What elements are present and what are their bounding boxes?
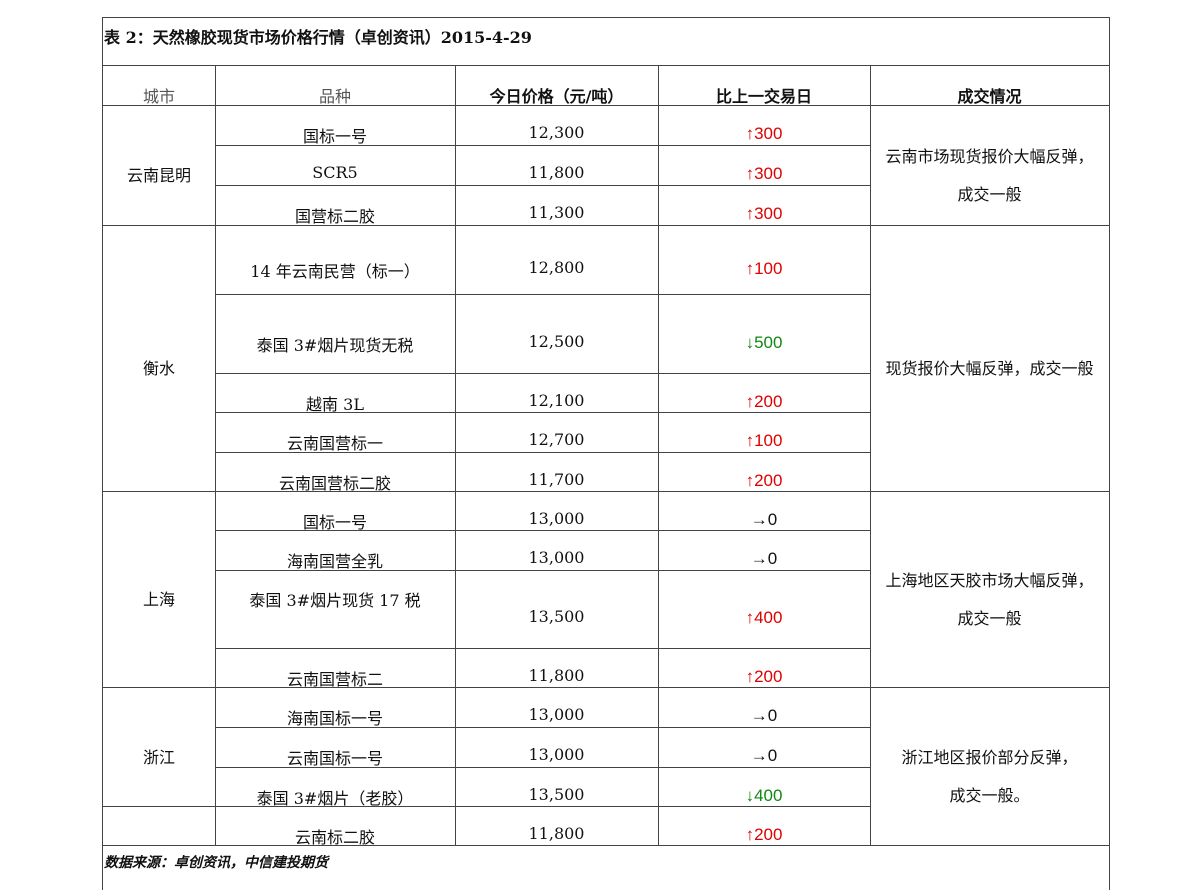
- city-cell: 衡水: [142, 359, 175, 378]
- table-rule: [215, 648, 870, 649]
- price-cell: 13,000: [528, 705, 585, 724]
- variety-cell: 云南国营标一: [286, 434, 383, 453]
- variety-cell: 越南 3L: [306, 394, 364, 414]
- table-rule: [870, 65, 871, 845]
- change-cell: ↑400: [745, 608, 783, 627]
- remark-cell: 成交一般: [957, 609, 1022, 628]
- remark-cell: 成交一般: [957, 185, 1022, 204]
- change-cell: ↑200: [745, 391, 783, 411]
- table-rule: [102, 687, 215, 688]
- table-rule: [215, 65, 216, 845]
- city-cell: 云南昆明: [126, 166, 191, 185]
- header-price: 今日价格（元/吨）: [489, 87, 624, 106]
- change-cell: ↑300: [745, 164, 783, 183]
- table-rule: [215, 530, 870, 531]
- remark-cell: 浙江地区报价部分反弹，: [901, 748, 1078, 767]
- price-cell: 11,700: [528, 469, 585, 489]
- table-rule: [658, 65, 659, 845]
- price-cell: 13,000: [528, 745, 585, 764]
- variety-cell: 泰国 3#烟片现货 17 税: [249, 591, 421, 610]
- table-rule: [215, 687, 870, 688]
- variety-cell: 云南标二胶: [294, 827, 375, 847]
- change-cell: →0: [750, 706, 778, 725]
- remark-cell: 云南市场现货报价大幅反弹，: [885, 147, 1094, 166]
- change-cell: →0: [750, 509, 778, 529]
- change-cell: →0: [750, 746, 778, 765]
- price-cell: 12,700: [528, 430, 585, 449]
- price-cell: 11,800: [528, 665, 585, 685]
- change-cell: ↑300: [745, 124, 783, 143]
- variety-cell: 14 年云南民营（标一）: [250, 261, 420, 281]
- price-cell: 13,000: [528, 548, 585, 567]
- table-rule: [215, 225, 870, 226]
- price-cell: 11,800: [528, 823, 585, 843]
- variety-cell: 云南国营标二: [286, 669, 383, 689]
- variety-cell: 海南国标一号: [286, 709, 383, 728]
- table-rule: [102, 17, 103, 890]
- remark-cell: 现货报价大幅反弹，成交一般: [885, 359, 1094, 378]
- table-rule: [870, 845, 1110, 846]
- change-cell: ↑300: [745, 204, 783, 223]
- table-rule: [215, 727, 870, 728]
- header-variety: 品种: [318, 87, 351, 106]
- table-rule: [870, 491, 1110, 492]
- table-rule: [215, 412, 870, 413]
- header-city: 城市: [142, 87, 175, 106]
- variety-cell: 海南国营全乳: [286, 552, 383, 571]
- variety-cell: 国营标二胶: [294, 207, 375, 226]
- table-rule: [215, 373, 870, 374]
- variety-cell: 泰国 3#烟片（老胶）: [256, 788, 414, 808]
- table-rule: [102, 105, 1110, 106]
- remark-cell: 成交一般。: [949, 786, 1030, 805]
- header-change: 比上一交易日: [715, 87, 812, 106]
- table-rule: [215, 452, 870, 453]
- variety-cell: 国标一号: [302, 512, 367, 532]
- table-rule: [102, 845, 1110, 846]
- table-rule: [215, 491, 870, 492]
- price-cell: 13,000: [528, 508, 585, 528]
- table-rule: [455, 65, 456, 845]
- price-cell: 12,500: [528, 331, 585, 351]
- variety-cell: 云南国标一号: [286, 749, 383, 768]
- table-rule: [102, 65, 1110, 66]
- change-cell: ↓400: [745, 785, 783, 805]
- variety-cell: 国标一号: [302, 127, 367, 146]
- change-cell: ↑100: [745, 431, 783, 450]
- table-rule: [215, 185, 870, 186]
- change-cell: →0: [750, 549, 778, 568]
- price-cell: 12,800: [528, 257, 585, 277]
- price-cell: 12,300: [528, 123, 585, 142]
- table-rule: [215, 570, 870, 571]
- header-remark: 成交情况: [957, 87, 1022, 106]
- price-cell: 11,800: [528, 163, 585, 182]
- table-rule: [102, 17, 1110, 18]
- price-cell: 11,300: [528, 203, 585, 222]
- price-cell: 12,100: [528, 390, 585, 410]
- change-cell: ↑200: [745, 824, 783, 844]
- variety-cell: SCR5: [312, 163, 358, 182]
- table-rule: [102, 491, 215, 492]
- city-cell: 上海: [142, 590, 175, 609]
- table-rule: [215, 145, 870, 146]
- table-rule: [215, 806, 870, 807]
- table-rule: [102, 806, 215, 807]
- change-cell: ↓500: [745, 332, 783, 352]
- variety-cell: 泰国 3#烟片现货无税: [256, 335, 414, 355]
- table-rule: [870, 225, 1110, 226]
- city-cell: 浙江: [142, 747, 175, 767]
- remark-cell: 上海地区天胶市场大幅反弹，: [885, 571, 1094, 590]
- table-rule: [870, 687, 1110, 688]
- change-cell: ↑200: [745, 666, 783, 686]
- change-cell: ↑100: [745, 258, 783, 278]
- table-rule: [1109, 17, 1110, 890]
- table-rule: [215, 294, 870, 295]
- page-title: 表 2：天然橡胶现货市场价格行情（卓创资讯）2015-4-29: [104, 28, 532, 47]
- price-cell: 13,500: [528, 784, 585, 804]
- table-rule: [215, 767, 870, 768]
- price-cell: 13,500: [528, 607, 585, 626]
- variety-cell: 云南国营标二胶: [278, 473, 391, 493]
- change-cell: ↑200: [745, 470, 783, 490]
- source-note: 数据来源：卓创资讯，中信建投期货: [104, 855, 328, 871]
- table-rule: [102, 225, 215, 226]
